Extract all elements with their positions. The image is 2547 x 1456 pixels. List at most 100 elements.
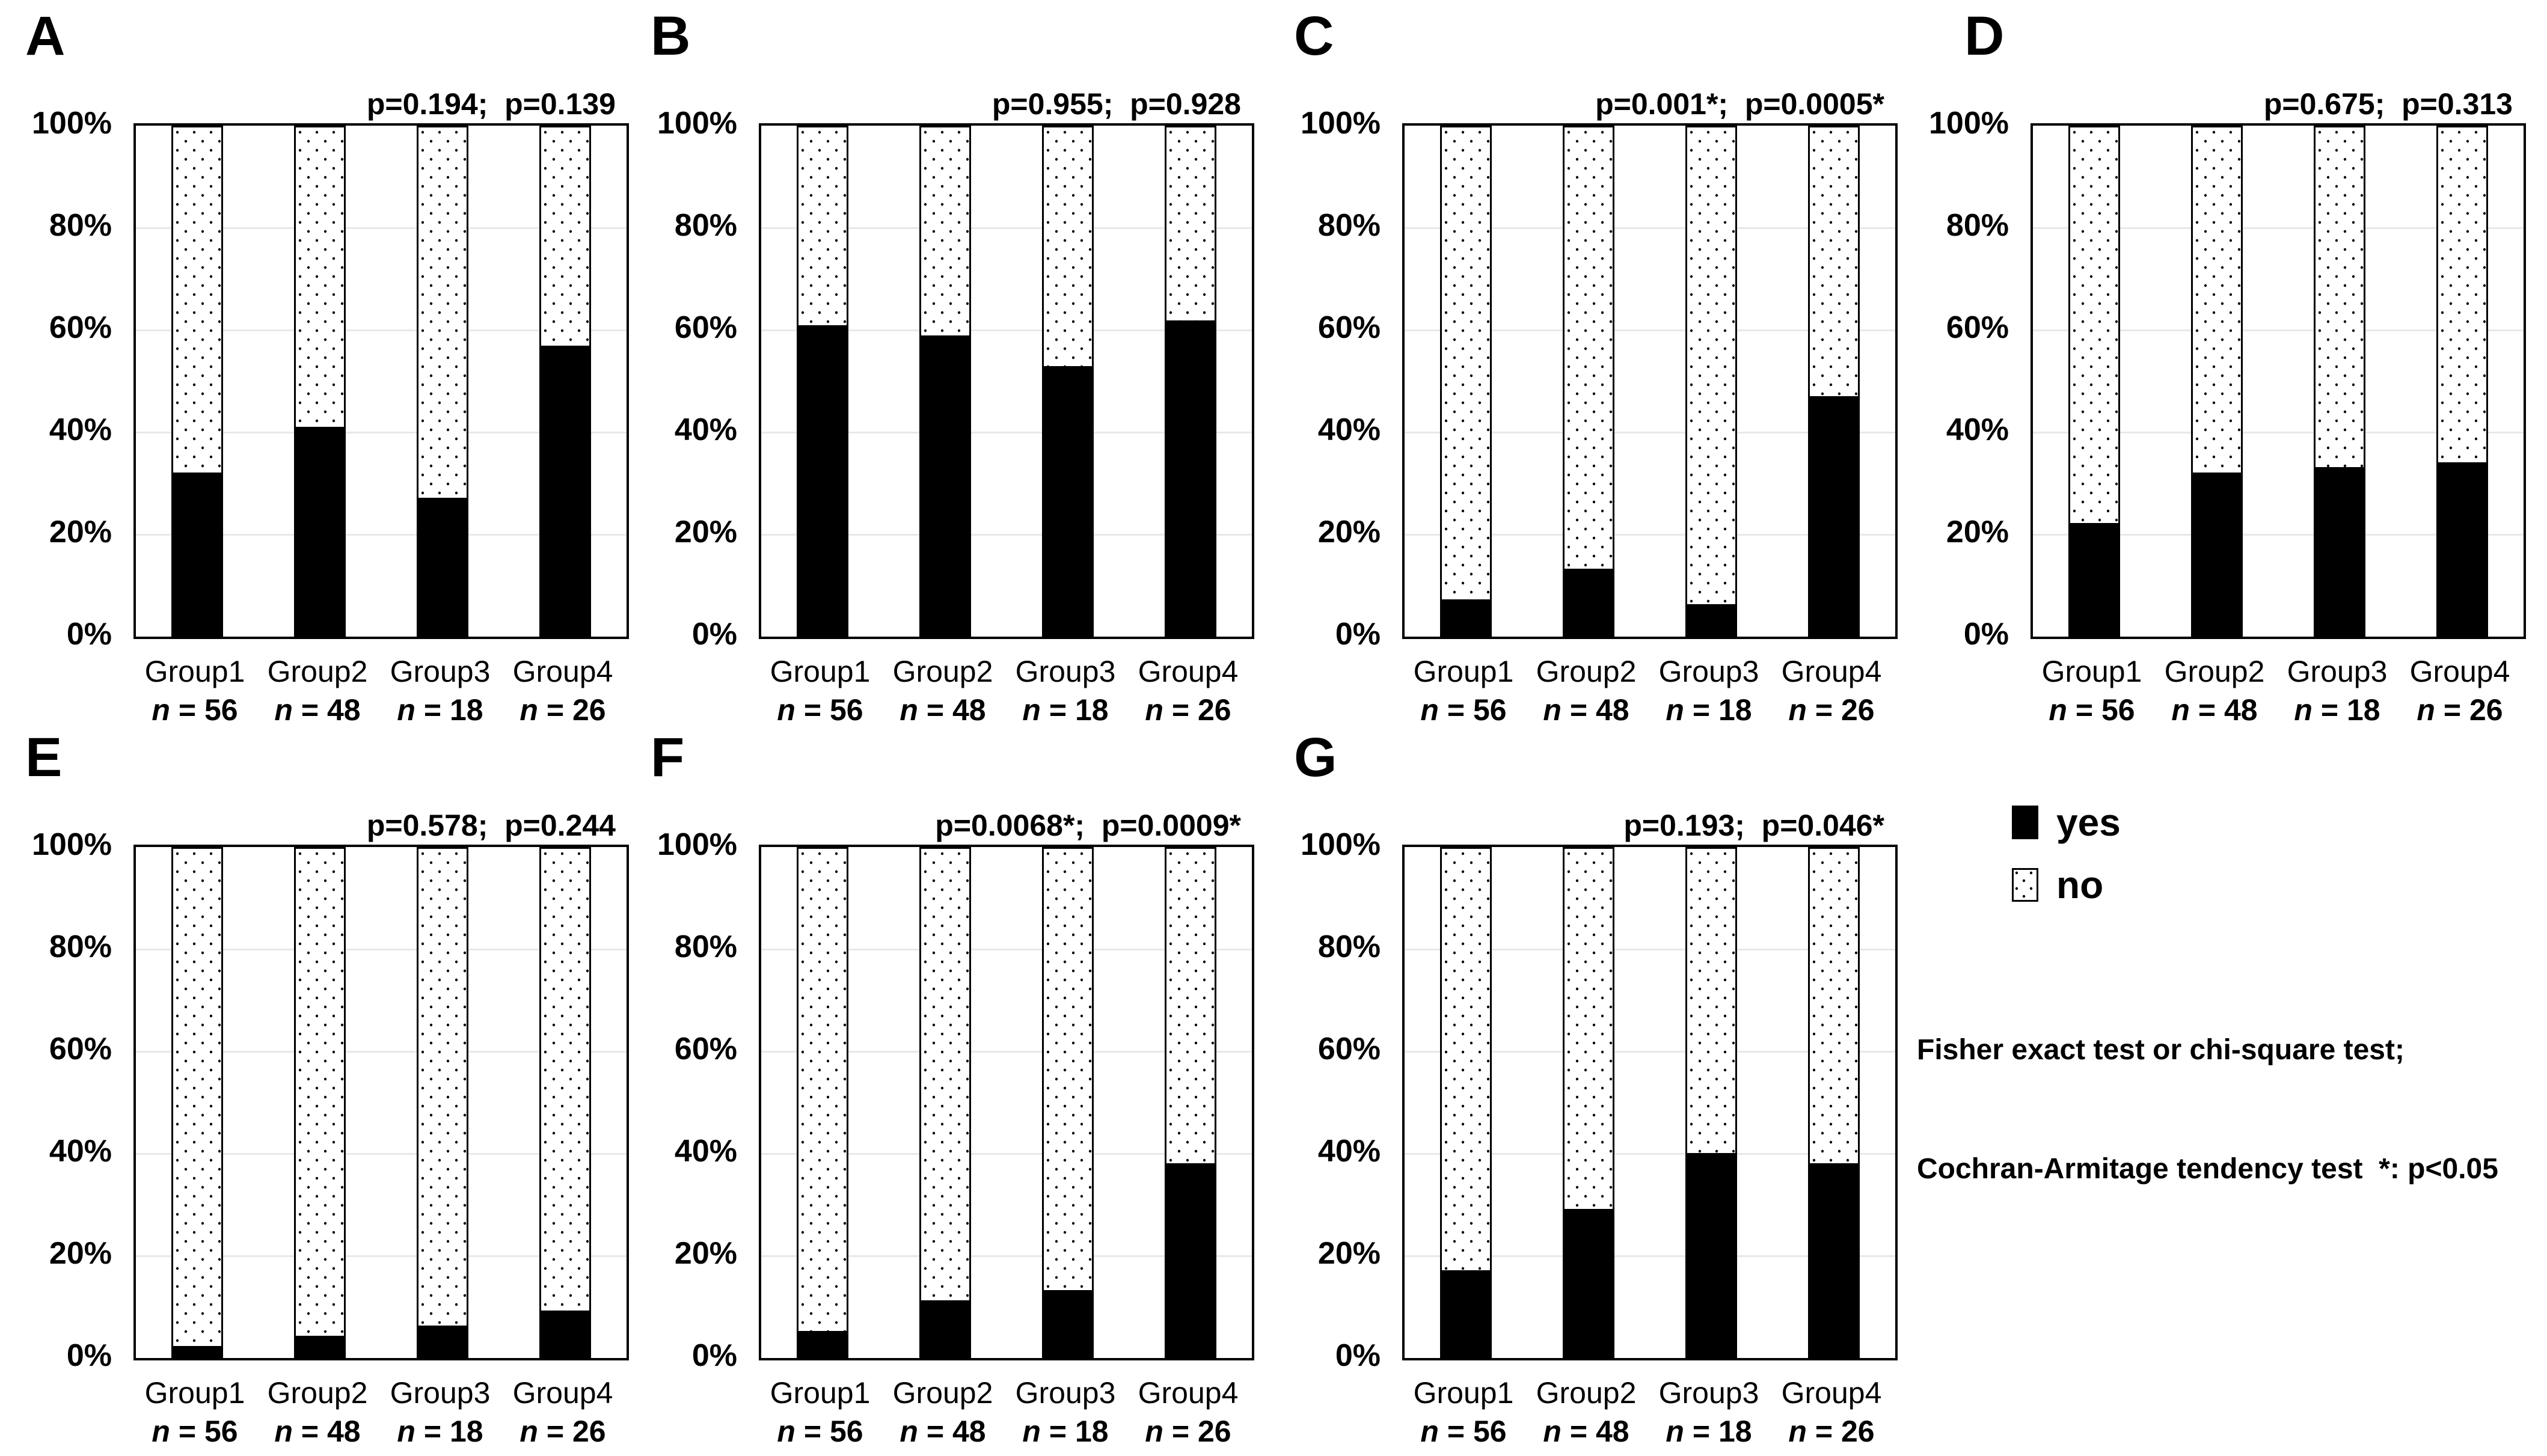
bar-group3-no <box>1685 126 1737 637</box>
bar-group2-yes <box>2193 472 2241 635</box>
panel-letter: E <box>25 727 63 788</box>
y-axis-tick: 80% <box>1317 208 1381 243</box>
plot-area <box>133 123 629 639</box>
gridline-40pct <box>136 432 627 433</box>
bar-group3-no <box>1685 847 1737 1358</box>
y-axis-tick: 60% <box>1946 310 2009 345</box>
bar-group1-yes <box>173 472 221 635</box>
y-axis-tick: 100% <box>657 827 737 862</box>
bar-group4-no <box>2436 126 2488 637</box>
x-axis-category-label: Group1 <box>770 655 871 688</box>
legend-label-yes: yes <box>2056 801 2121 844</box>
n-italic: n <box>1788 1415 1807 1448</box>
y-axis-tick: 0% <box>691 617 737 652</box>
gridline-80pct <box>761 949 1252 950</box>
y-axis-tick: 0% <box>66 1338 112 1373</box>
x-axis-category-label: Group3 <box>2287 655 2388 688</box>
y-axis-tick: 0% <box>1963 617 2009 652</box>
y-axis-tick: 40% <box>674 1134 737 1169</box>
n-italic: n <box>1666 693 1684 727</box>
gridline-20pct <box>136 1255 627 1257</box>
sample-size-label: n = 26 <box>1788 1415 1875 1448</box>
n-italic: n <box>1420 693 1439 727</box>
plot-area <box>1402 123 1898 639</box>
n-italic: n <box>520 1415 538 1448</box>
n-italic: n <box>1666 1415 1684 1448</box>
sample-size-label: n = 26 <box>520 693 606 727</box>
y-axis-tick: 40% <box>674 412 737 447</box>
gridline-80pct <box>1405 227 1895 229</box>
y-axis-tick: 20% <box>1317 515 1381 549</box>
sample-size-label: n = 56 <box>152 1415 238 1448</box>
bar-group1-no <box>1440 847 1492 1358</box>
stats-footnote: Fisher exact test or chi-square test; Co… <box>1917 951 2498 1268</box>
n-italic: n <box>2049 693 2067 727</box>
y-axis-tick: 100% <box>657 106 737 141</box>
n-italic: n <box>397 1415 415 1448</box>
y-axis-tick: 60% <box>1317 1032 1381 1066</box>
x-axis-category-label: Group4 <box>512 1376 613 1410</box>
x-axis-category-label: Group1 <box>1413 1376 1514 1410</box>
bar-group2-no <box>919 847 971 1358</box>
plot-area <box>2031 123 2526 639</box>
p-value-annotation: p=0.675; p=0.313 <box>2263 87 2513 121</box>
p-value-annotation: p=0.194; p=0.139 <box>366 87 616 121</box>
n-italic: n <box>152 693 170 727</box>
bar-group4-no <box>1808 126 1860 637</box>
sample-size-label: n = 48 <box>2171 693 2258 727</box>
sample-size-label: n = 48 <box>900 1415 986 1448</box>
n-italic: n <box>1788 693 1807 727</box>
bar-group2-yes <box>921 1300 969 1356</box>
sample-size-label: n = 48 <box>900 693 986 727</box>
bar-group4-no <box>1808 847 1860 1358</box>
y-axis-tick: 60% <box>49 310 112 345</box>
bar-group4-no <box>1165 847 1216 1358</box>
y-axis-tick: 100% <box>32 827 112 862</box>
n-italic: n <box>1022 1415 1041 1448</box>
bar-group3-no <box>417 126 468 637</box>
bar-group1-yes <box>1442 1270 1490 1356</box>
plot-area <box>759 845 1254 1360</box>
x-axis-category-label: Group4 <box>1138 655 1239 688</box>
y-axis-tick: 60% <box>49 1032 112 1066</box>
gridline-20pct <box>1405 534 1895 536</box>
n-italic: n <box>1022 693 1041 727</box>
x-axis-category-label: Group1 <box>770 1376 871 1410</box>
sample-size-label: n = 56 <box>152 693 238 727</box>
y-axis-tick: 20% <box>49 1236 112 1271</box>
bar-group4-no <box>1165 126 1216 637</box>
bar-group1-no <box>797 126 848 637</box>
x-axis-category-label: Group4 <box>1138 1376 1239 1410</box>
y-axis-tick: 40% <box>49 1134 112 1169</box>
gridline-20pct <box>1405 1255 1895 1257</box>
bar-group1-no <box>2068 126 2120 637</box>
x-axis-category-label: Group3 <box>1658 1376 1759 1410</box>
bar-group2-yes <box>921 335 969 635</box>
bar-group2-yes <box>296 1336 344 1356</box>
sample-size-label: n = 26 <box>1145 1415 1231 1448</box>
x-axis-category-label: Group4 <box>2409 655 2510 688</box>
n-italic: n <box>1145 1415 1163 1448</box>
p-value-annotation: p=0.193; p=0.046* <box>1623 809 1884 842</box>
n-italic: n <box>520 693 538 727</box>
sample-size-label: n = 18 <box>1022 693 1109 727</box>
x-axis-category-label: Group1 <box>144 1376 245 1410</box>
bar-group2-yes <box>296 426 344 635</box>
y-axis-tick: 100% <box>32 106 112 141</box>
gridline-40pct <box>136 1153 627 1155</box>
sample-size-label: n = 56 <box>777 1415 863 1448</box>
bar-group4-yes <box>1166 1163 1215 1356</box>
y-axis-tick: 60% <box>674 1032 737 1066</box>
n-italic: n <box>777 1415 795 1448</box>
y-axis-tick: 60% <box>1317 310 1381 345</box>
gridline-20pct <box>761 1255 1252 1257</box>
n-italic: n <box>2417 693 2435 727</box>
bar-group2-no <box>2191 126 2243 637</box>
n-italic: n <box>1543 1415 1562 1448</box>
bar-group3-yes <box>1044 366 1092 635</box>
